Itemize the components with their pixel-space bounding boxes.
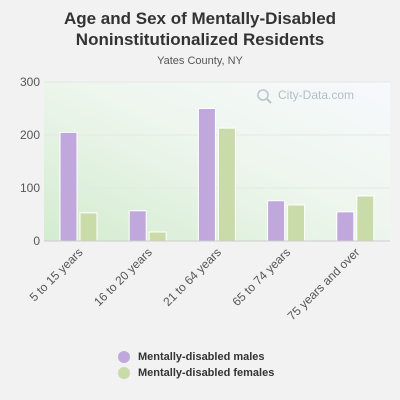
bars: [59, 108, 375, 242]
bar-males-0: [59, 131, 78, 242]
x-tick-label: 65 to 74 years: [230, 245, 294, 309]
legend: Mentally-disabled males Mentally-disable…: [118, 349, 274, 381]
bar-females-1: [148, 231, 167, 242]
legend-item-males: Mentally-disabled males: [118, 349, 274, 365]
y-tick-label: 300: [20, 75, 40, 89]
bar-females-4: [356, 195, 375, 242]
x-tick-label: 21 to 64 years: [160, 245, 224, 309]
legend-label-males: Mentally-disabled males: [138, 351, 265, 363]
bar-males-1: [128, 210, 147, 242]
x-tick-label: 75 years and over: [285, 245, 363, 323]
bar-males-4: [336, 211, 355, 242]
bar-females-2: [217, 127, 236, 242]
y-tick-label: 100: [20, 181, 40, 195]
legend-swatch-males: [118, 351, 130, 363]
legend-item-females: Mentally-disabled females: [118, 365, 274, 381]
bar-males-2: [197, 108, 216, 242]
y-tick-label: 0: [33, 234, 40, 248]
plot-area: [44, 82, 390, 241]
bar-females-3: [287, 204, 306, 242]
bar-females-0: [79, 212, 98, 242]
grid-lines: [44, 81, 390, 189]
legend-swatch-females: [118, 367, 130, 379]
chart-title: Age and Sex of Mentally-Disabled Noninst…: [63, 9, 337, 49]
legend-label-females: Mentally-disabled females: [138, 367, 275, 379]
watermark: City-Data.com: [257, 88, 354, 104]
watermark-text: City-Data.com: [278, 88, 354, 102]
x-tick-label: 5 to 15 years: [27, 245, 86, 304]
y-tick-label: 200: [20, 128, 40, 142]
chart-subtitle: Yates County, NY: [157, 55, 243, 67]
x-tick-label: 16 to 20 years: [91, 245, 155, 309]
bar-males-3: [267, 200, 286, 242]
